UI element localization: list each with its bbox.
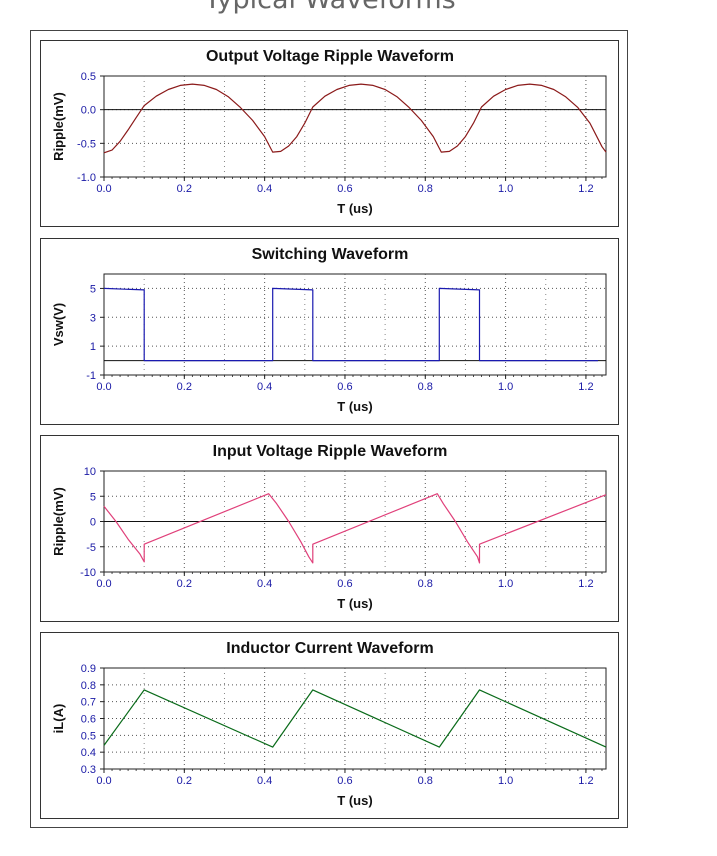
y-tick-label: 5 <box>90 283 96 295</box>
x-tick-label: 1.2 <box>578 183 593 195</box>
y-tick-label: 0.4 <box>81 747 96 759</box>
y-tick-label: 1 <box>90 341 96 353</box>
x-tick-label: 1.0 <box>498 775 513 787</box>
y-tick-label: 0.3 <box>81 764 96 776</box>
x-tick-label: 0.2 <box>177 578 192 590</box>
x-tick-label: 0.2 <box>177 183 192 195</box>
chart-svg: Switching Waveform 0.0 0.2 0.4 0.6 0.8 1.0 1.2 5… <box>51 246 607 414</box>
x-tick-label: 0.6 <box>337 775 352 787</box>
x-tick-label: 1.2 <box>578 381 593 393</box>
x-tick-label: 0.8 <box>418 183 433 195</box>
y-tick-label: 0.5 <box>81 71 96 83</box>
x-tick-label: 0.6 <box>337 381 352 393</box>
chart-title: Output Voltage Ripple Waveform <box>206 48 454 65</box>
series-line <box>103 83 607 154</box>
x-tick-label: 0.0 <box>96 578 111 590</box>
chart-panel-inductor-current: Inductor Current Waveform 0.0 0.2 0.4 0.6 0.8… <box>40 632 619 819</box>
y-tick-label: 0.8 <box>81 680 96 692</box>
x-tick-label: 0.0 <box>96 183 111 195</box>
y-tick-label: 0.6 <box>81 714 96 726</box>
chart-panel-output-ripple: Output Voltage Ripple Waveform 0.0 0.2 0.4 0… <box>40 40 619 227</box>
x-tick-label: 1.2 <box>578 775 593 787</box>
y-axis-label: Vsw(V) <box>51 303 66 346</box>
y-axis-label: Ripple(mV) <box>51 92 66 161</box>
chart-panel-switching: Switching Waveform 0.0 0.2 0.4 0.6 0.8 1.0 1.2 5… <box>40 238 619 425</box>
plot-area <box>103 273 607 376</box>
series-line <box>103 287 598 362</box>
y-tick-label: 0.5 <box>81 730 96 742</box>
x-tick-label: 0.4 <box>257 578 272 590</box>
chart-svg: Output Voltage Ripple Waveform 0.0 0.2 0.4 0… <box>51 48 607 216</box>
y-tick-label: -1.0 <box>77 172 96 184</box>
chart-panel-input-ripple: Input Voltage Ripple Waveform 0.0 0.2 0.4 0.… <box>40 435 619 622</box>
y-axis-label: Ripple(mV) <box>51 487 66 556</box>
x-axis-label: T (us) <box>337 201 372 216</box>
plot-area <box>103 667 607 770</box>
chart-title: Input Voltage Ripple Waveform <box>213 443 448 460</box>
y-tick-label: 0.9 <box>81 663 96 675</box>
y-tick-label: 0.7 <box>81 697 96 709</box>
x-axis-label: T (us) <box>337 399 372 414</box>
x-axis-label: T (us) <box>337 793 372 808</box>
series-line <box>103 493 607 564</box>
chart-title: Inductor Current Waveform <box>226 640 433 657</box>
chart-svg: Input Voltage Ripple Waveform 0.0 0.2 0.4 0.… <box>51 443 607 611</box>
y-tick-label: 0.0 <box>81 105 96 117</box>
x-tick-label: 1.0 <box>498 183 513 195</box>
y-tick-label: -0.5 <box>77 138 96 150</box>
y-tick-label: -10 <box>80 567 96 579</box>
y-axis-label: iL(A) <box>51 704 66 734</box>
series-line <box>103 689 607 748</box>
x-tick-label: 0.8 <box>418 381 433 393</box>
y-tick-label: 0 <box>90 517 96 529</box>
x-tick-label: 0.4 <box>257 381 272 393</box>
chart-title: Switching Waveform <box>252 246 409 263</box>
y-tick-label: -5 <box>86 542 96 554</box>
x-tick-label: 0.4 <box>257 183 272 195</box>
x-tick-label: 0.6 <box>337 578 352 590</box>
y-tick-label: 3 <box>90 312 96 324</box>
x-tick-label: 0.2 <box>177 381 192 393</box>
x-tick-label: 1.0 <box>498 381 513 393</box>
x-tick-label: 1.0 <box>498 578 513 590</box>
y-tick-label: -1 <box>86 370 96 382</box>
x-tick-label: 0.2 <box>177 775 192 787</box>
x-tick-label: 0.8 <box>418 578 433 590</box>
x-tick-label: 0.0 <box>96 775 111 787</box>
page-heading: Typical Waveforms <box>0 0 660 15</box>
x-tick-label: 0.4 <box>257 775 272 787</box>
y-tick-label: 5 <box>90 491 96 503</box>
x-tick-label: 0.8 <box>418 775 433 787</box>
x-tick-label: 0.0 <box>96 381 111 393</box>
y-tick-label: 10 <box>84 466 96 478</box>
chart-svg: Inductor Current Waveform 0.0 0.2 0.4 0.6 0.8… <box>51 640 607 808</box>
x-tick-label: 1.2 <box>578 578 593 590</box>
plot-area <box>103 75 607 178</box>
x-axis-label: T (us) <box>337 596 372 611</box>
x-tick-label: 0.6 <box>337 183 352 195</box>
